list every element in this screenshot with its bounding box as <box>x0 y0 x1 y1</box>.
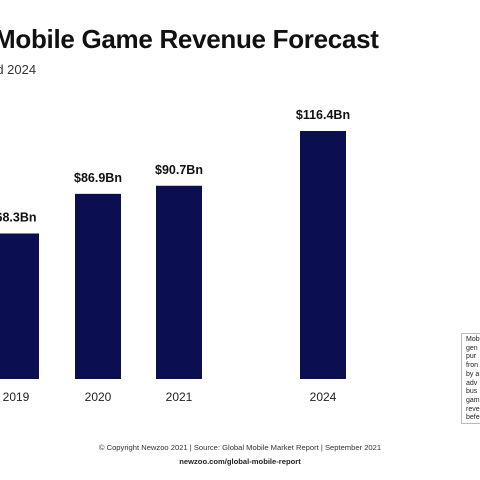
value-label-2024: $116.4Bn <box>296 108 350 122</box>
note-line: adv <box>466 379 478 387</box>
note-line: befe <box>466 414 480 422</box>
bar-chart: 68.3Bn 2019 $86.9Bn 2020 $90.7Bn 2021 $116.4Bn… <box>0 108 350 404</box>
note-line: pur <box>466 353 477 361</box>
note-line: gen <box>466 344 478 352</box>
note-line: Mob <box>466 336 480 343</box>
footer-copyright: © Copyright Newzoo 2021 | Source: Global… <box>98 443 382 452</box>
note-line: reve <box>466 405 480 413</box>
x-tick-label-2024: 2024 <box>310 390 337 404</box>
bar-2020 <box>75 193 121 379</box>
note-line: gam <box>466 396 480 404</box>
x-tick-label-2019: 2019 <box>3 390 30 404</box>
note-box: Mob gen pur fron by a adv bus gam reve b… <box>461 333 480 424</box>
x-tick-label-2020: 2020 <box>85 390 112 404</box>
note-line: bus <box>466 388 478 396</box>
note-line: fron <box>466 362 479 370</box>
chart-title: Mobile Game Revenue Forecast <box>0 24 379 54</box>
value-label-2019: 68.3Bn <box>0 210 37 224</box>
bar-2024 <box>300 131 346 379</box>
x-tick-label-2021: 2021 <box>166 390 193 404</box>
bar-2019 <box>0 233 39 379</box>
value-label-2021: $90.7Bn <box>155 163 203 177</box>
chart-subtitle: rd 2024 <box>0 62 37 77</box>
value-label-2020: $86.9Bn <box>74 171 122 185</box>
footer-link[interactable]: newzoo.com/global-mobile-report <box>179 457 301 466</box>
note-line: by a <box>466 370 480 378</box>
bar-2021 <box>156 185 202 379</box>
